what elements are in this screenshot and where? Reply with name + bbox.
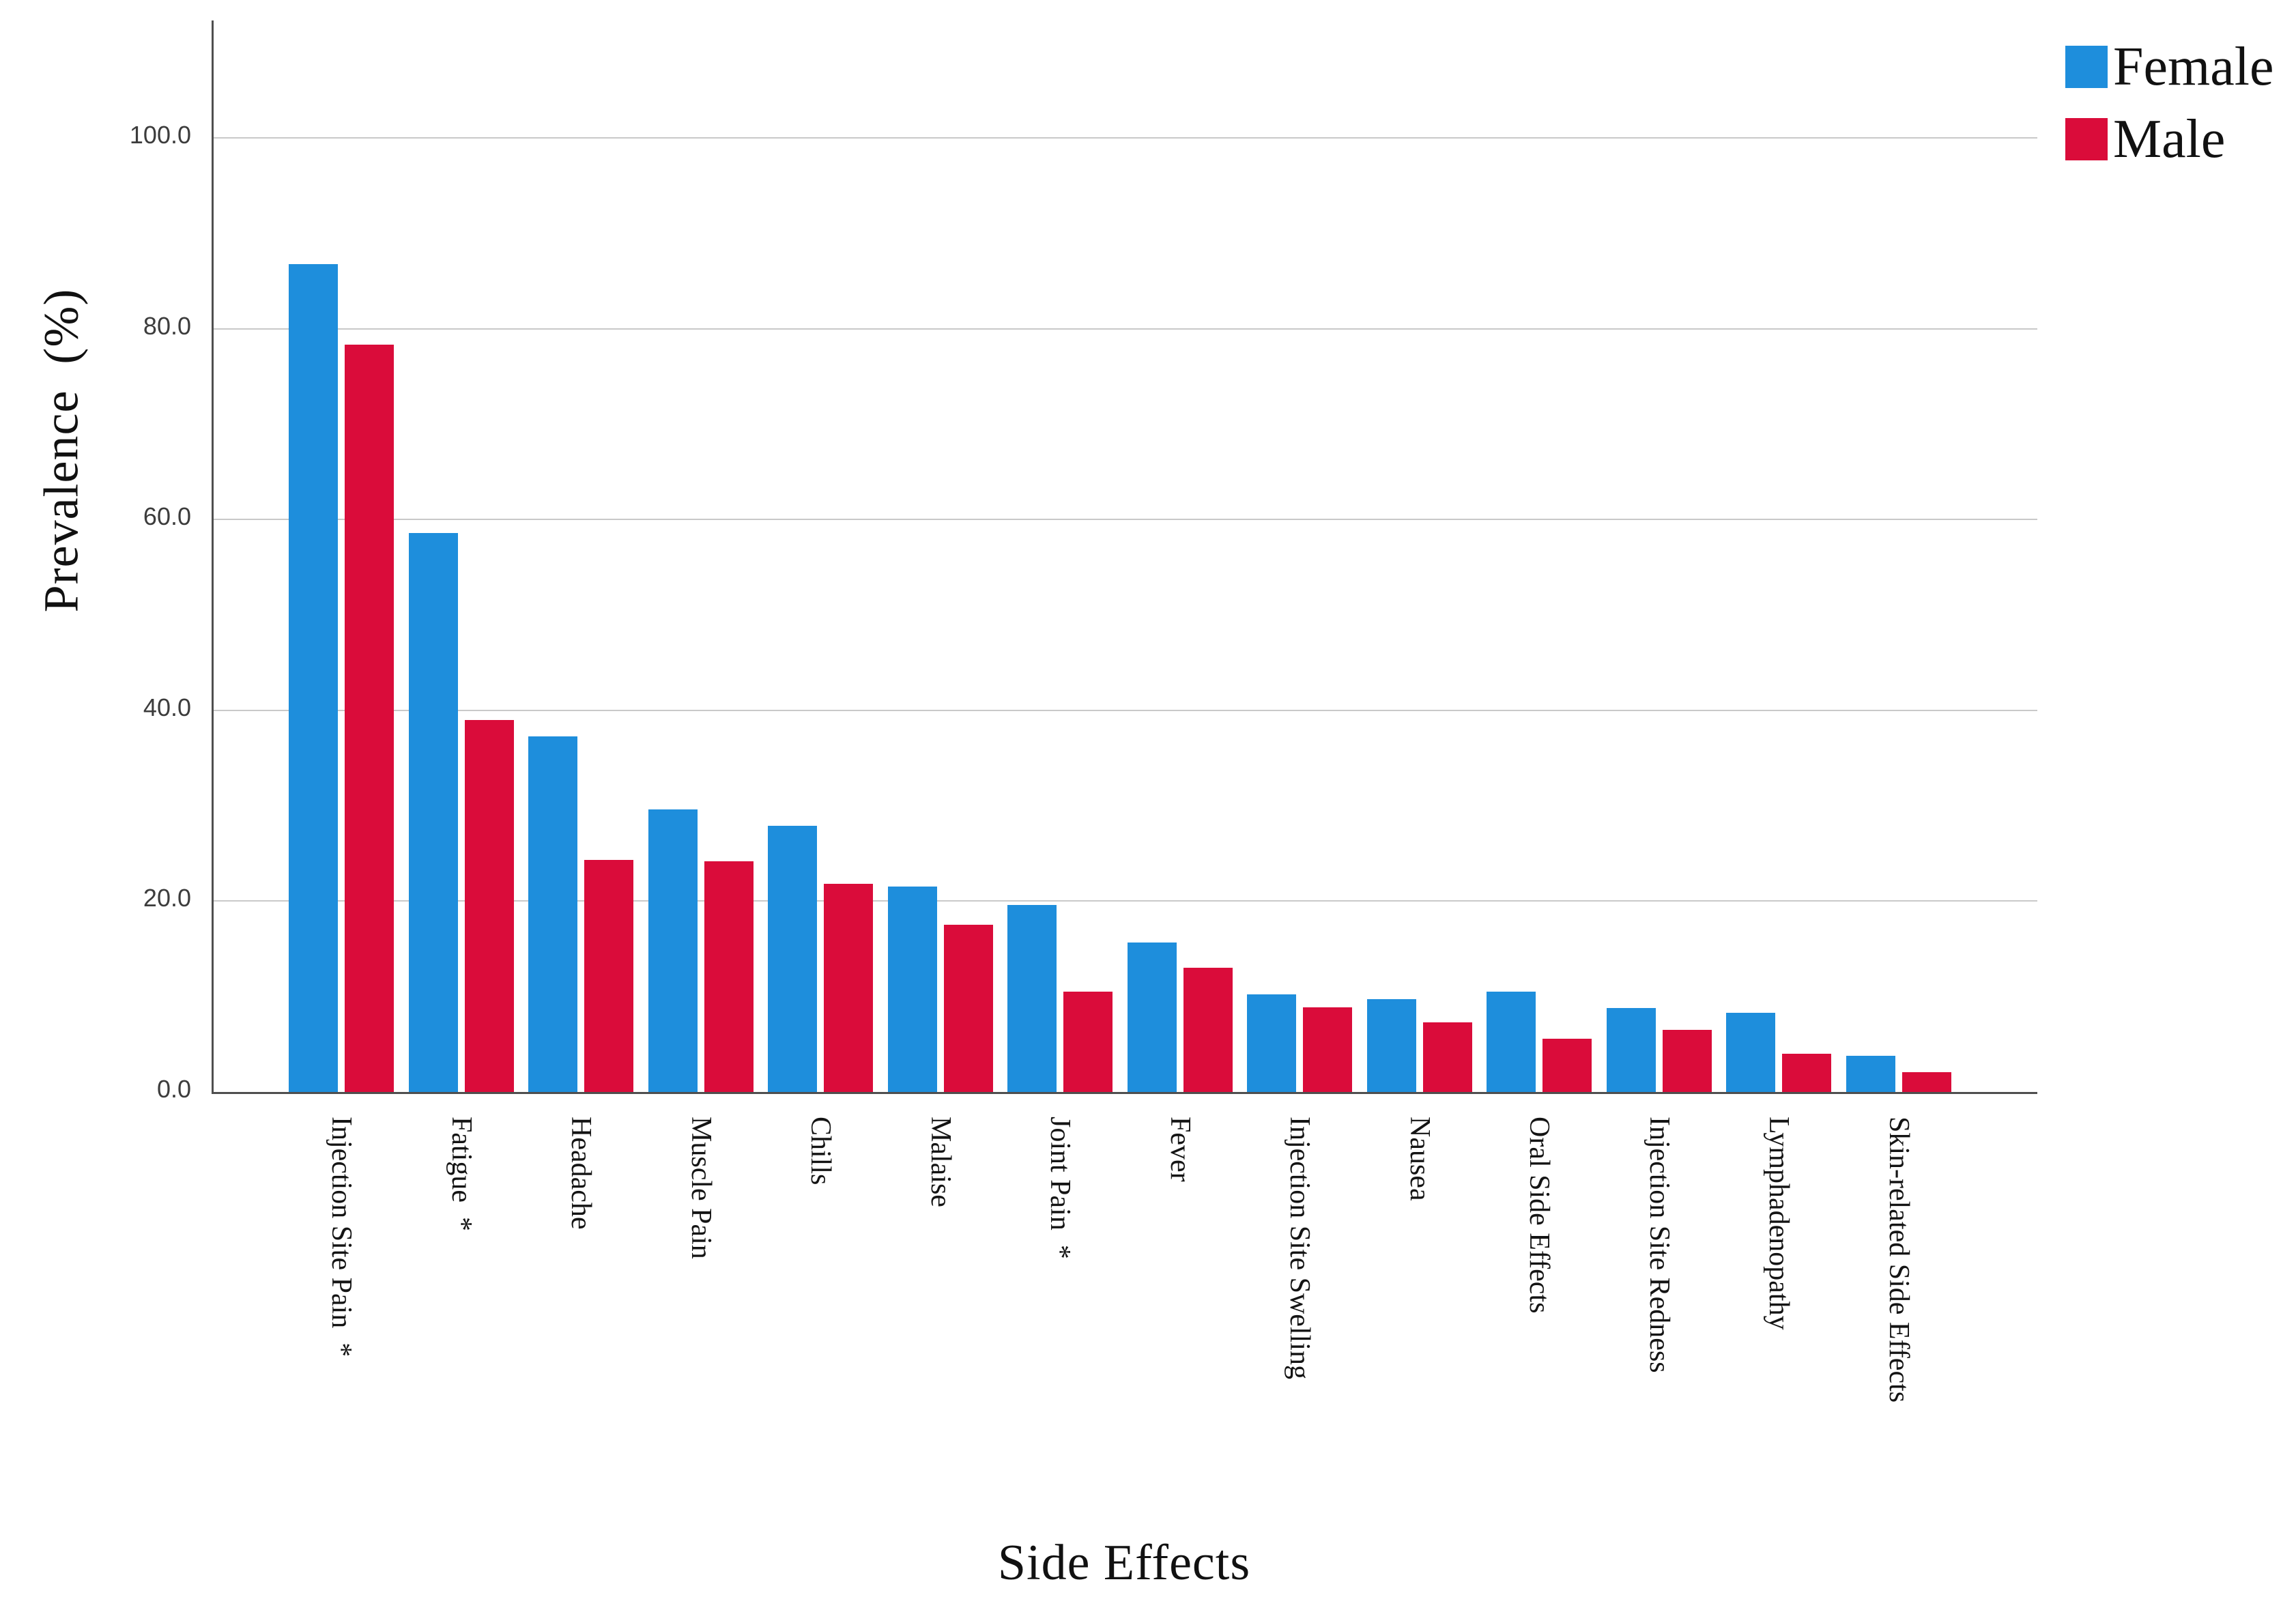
bar-male-6	[943, 925, 993, 1092]
gridline-40	[212, 709, 2037, 711]
gridline-100	[212, 137, 2037, 139]
bar-female-2	[408, 532, 458, 1092]
x-label-2: Fatigue *	[445, 1117, 477, 1231]
bar-female-10	[1366, 999, 1416, 1092]
bar-female-11	[1487, 992, 1536, 1092]
x-axis-title: Side Effects	[997, 1535, 1251, 1591]
bar-male-5	[824, 884, 873, 1092]
legend-item-female: Female	[2065, 40, 2273, 94]
legend-label-female: Female	[2113, 37, 2274, 97]
x-label-14: Skin-related Side Effects	[1882, 1117, 1914, 1403]
bar-male-2	[464, 719, 514, 1092]
y-tick-label-0: 0.0	[156, 1075, 191, 1103]
x-label-7: Joint Pain *	[1044, 1117, 1076, 1259]
x-label-9: Injection Site Swelling	[1284, 1117, 1315, 1379]
bar-male-3	[584, 860, 633, 1092]
x-axis-line	[212, 1092, 2037, 1094]
bar-male-12	[1662, 1030, 1712, 1092]
bar-female-14	[1846, 1055, 1895, 1092]
bar-female-3	[528, 736, 577, 1092]
bar-male-8	[1183, 968, 1233, 1092]
x-label-1: Injection Site Pain *	[326, 1117, 357, 1357]
y-tick-label-20: 20.0	[143, 884, 191, 912]
legend-label-male: Male	[2113, 109, 2226, 169]
female-color-swatch	[2065, 46, 2108, 88]
bar-male-10	[1422, 1022, 1472, 1092]
y-tick-label-80: 80.0	[143, 311, 191, 340]
y-axis-line	[212, 20, 214, 1094]
gridline-20	[212, 900, 2037, 902]
x-label-3: Headache	[565, 1117, 597, 1230]
x-label-4: Muscle Pain	[685, 1117, 717, 1259]
y-tick-label-40: 40.0	[143, 693, 191, 721]
x-label-8: Fever	[1164, 1117, 1196, 1182]
x-label-5: Chills	[805, 1117, 836, 1185]
bar-female-13	[1726, 1012, 1775, 1092]
bar-female-1	[289, 263, 338, 1092]
bar-male-13	[1782, 1054, 1831, 1092]
y-tick-label-100: 100.0	[129, 121, 191, 149]
x-label-6: Malaise	[924, 1117, 956, 1207]
x-label-11: Oral Side Effects	[1523, 1117, 1555, 1314]
bar-female-5	[768, 825, 817, 1092]
bar-male-4	[704, 861, 754, 1092]
x-label-13: Lymphadenopathy	[1763, 1117, 1794, 1330]
legend-item-male: Male	[2065, 112, 2273, 167]
y-tick-label-60: 60.0	[143, 502, 191, 531]
gridline-80	[212, 328, 2037, 330]
bar-male-1	[345, 345, 394, 1092]
bar-female-9	[1247, 994, 1296, 1092]
bar-male-7	[1063, 992, 1113, 1092]
bar-female-8	[1127, 942, 1177, 1092]
bar-female-12	[1606, 1007, 1656, 1092]
bar-male-14	[1902, 1071, 1951, 1092]
male-color-swatch	[2065, 118, 2108, 160]
bar-male-9	[1303, 1007, 1352, 1092]
x-label-10: Nausea	[1403, 1117, 1435, 1201]
legend: Female Male	[2065, 40, 2273, 184]
bar-male-11	[1542, 1038, 1592, 1092]
gridline-60	[212, 519, 2037, 521]
x-label-12: Injection Site Redness	[1643, 1117, 1675, 1373]
bar-female-6	[887, 887, 937, 1092]
bar-female-7	[1007, 904, 1057, 1092]
bar-female-4	[648, 809, 698, 1092]
